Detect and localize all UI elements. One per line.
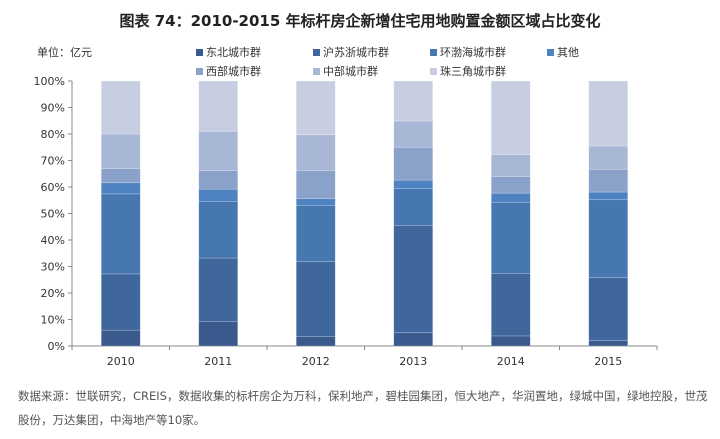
bar-segment [198, 170, 239, 190]
bar-segment [100, 182, 141, 195]
bar-segment [198, 257, 239, 322]
legend-label: 其他 [557, 46, 579, 59]
y-tick-label: 20% [41, 287, 65, 300]
bar-segment [588, 340, 629, 347]
y-tick-label: 80% [41, 128, 65, 141]
bar-segment [588, 199, 629, 278]
legend-label: 珠三角城市群 [440, 65, 506, 78]
bar-segment [588, 168, 629, 193]
x-tick-label: 2014 [497, 355, 525, 368]
y-tick-label: 70% [41, 155, 65, 168]
bar-segment [295, 80, 336, 136]
y-tick-label: 50% [41, 208, 65, 221]
legend: 东北城市群 沪苏浙城市群 环渤海城市群 其他西部城市群 中部城市群 珠三角城市群 [196, 44, 616, 79]
bar-segment [295, 198, 336, 206]
legend-label: 沪苏浙城市群 [323, 46, 389, 59]
y-tick-label: 100% [34, 75, 65, 88]
y-tick-label: 10% [41, 314, 65, 327]
bar-segment [490, 154, 531, 177]
x-tick-label: 2015 [594, 355, 622, 368]
bar-segment [100, 273, 141, 331]
bar-segment [393, 80, 434, 122]
bar-segment [295, 336, 336, 347]
legend-swatch [547, 48, 554, 56]
bar-segment [393, 120, 434, 148]
legend-item: 东北城市群 [196, 44, 313, 60]
bar-segment [490, 192, 531, 203]
bar-segment [490, 80, 531, 155]
bar-segment [100, 329, 141, 347]
legend-item: 中部城市群 [313, 63, 430, 79]
bar-segment [490, 335, 531, 347]
bar-segment [490, 202, 531, 274]
legend-label: 西部城市群 [206, 65, 261, 78]
legend-label: 环渤海城市群 [440, 46, 506, 59]
legend-item: 沪苏浙城市群 [313, 44, 430, 60]
legend-swatch [430, 48, 437, 56]
y-tick-label: 0% [48, 340, 65, 353]
legend-label: 中部城市群 [323, 65, 378, 78]
bar-segment [295, 170, 336, 199]
x-tick-label: 2010 [107, 355, 135, 368]
bar-segment [393, 332, 434, 347]
chart-title: 图表 74：2010-2015 年标杆房企新增住宅用地购置金额区域占比变化 [119, 12, 601, 30]
legend-item: 西部城市群 [196, 63, 313, 79]
legend-item: 珠三角城市群 [430, 63, 547, 79]
bar-segment [588, 277, 629, 342]
bar-segment [100, 80, 141, 135]
bar-segment [588, 191, 629, 201]
bar-segment [100, 168, 141, 184]
legend-label: 东北城市群 [206, 46, 261, 59]
y-tick-label: 40% [41, 234, 65, 247]
bar-segment [295, 134, 336, 171]
legend-item: 环渤海城市群 [430, 44, 547, 60]
legend-swatch [196, 48, 203, 56]
bar-segment [198, 188, 239, 202]
legend-item: 其他 [547, 44, 607, 60]
x-tick-label: 2012 [302, 355, 330, 368]
y-tick-label: 60% [41, 181, 65, 194]
x-tick-label: 2013 [399, 355, 427, 368]
bar-segment [295, 261, 336, 338]
bar-segment [198, 201, 239, 259]
legend-swatch [313, 67, 320, 75]
bar-segment [490, 273, 531, 337]
bar-segment [198, 131, 239, 171]
bar-segment [198, 321, 239, 347]
bar-segment [490, 176, 531, 194]
bar-segment [295, 204, 336, 263]
bar-segment [100, 133, 141, 170]
bar-segment [588, 80, 629, 147]
bar-segment [393, 225, 434, 334]
unit-label: 单位：亿元 [37, 46, 92, 59]
x-tick-label: 2011 [204, 355, 232, 368]
bar-segment [393, 179, 434, 189]
bar-segment [588, 145, 629, 170]
legend-swatch [313, 48, 320, 56]
bar-segment [198, 80, 239, 132]
footnote: 数据来源：世联研究，CREIS，数据收集的标杆房企为万科，保利地产，碧桂园集团，… [18, 389, 708, 427]
bar-segment [100, 193, 141, 275]
y-tick-label: 30% [41, 261, 65, 274]
y-tick-label: 90% [41, 102, 65, 115]
legend-swatch [196, 67, 203, 75]
bar-segment [393, 146, 434, 181]
bar-segment [393, 188, 434, 226]
legend-swatch [430, 67, 437, 75]
